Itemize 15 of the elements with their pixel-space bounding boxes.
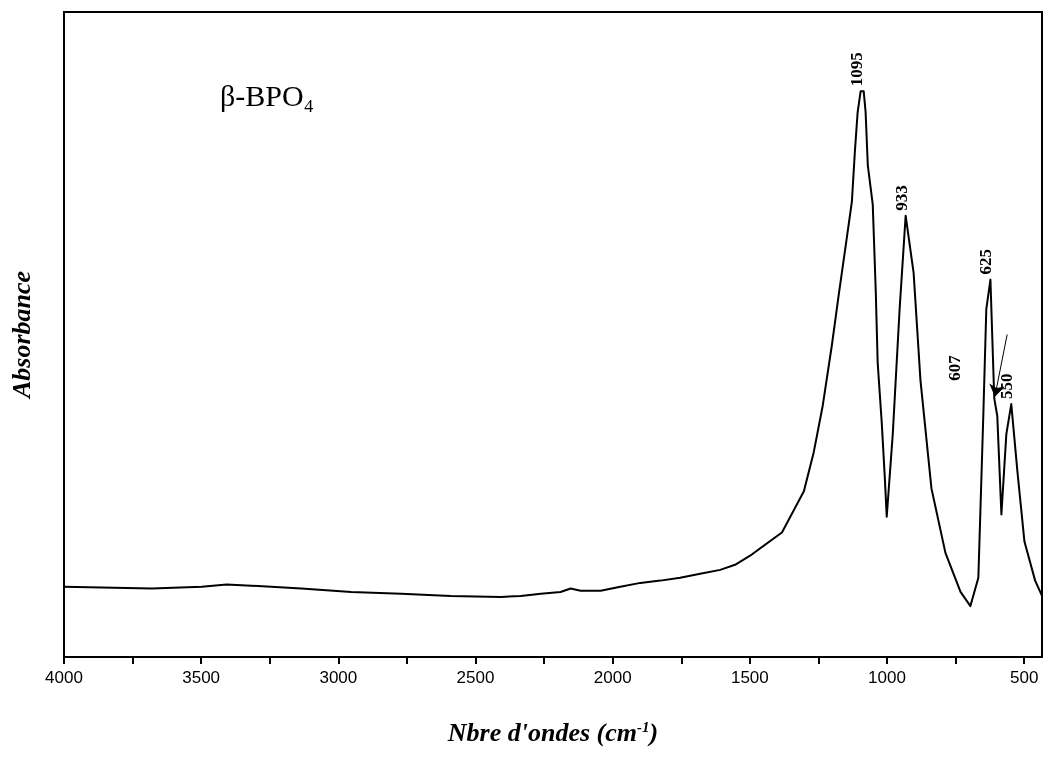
y-axis-title: Absorbance	[6, 270, 36, 401]
x-tick-label: 500	[1009, 668, 1039, 687]
annotation: 625	[976, 249, 996, 275]
annotation: 933	[891, 185, 911, 211]
x-tick-label: 1500	[730, 668, 769, 687]
annotation: 1095	[847, 52, 867, 87]
x-tick-label: 1000	[868, 668, 906, 687]
x-tick-label: 2000	[593, 668, 632, 687]
annotation: 550	[996, 373, 1016, 400]
x-tick-label: 3500	[182, 668, 221, 687]
x-tick-label: 4000	[45, 668, 83, 687]
annotation: β-BPO₄	[220, 78, 315, 112]
x-tick-label: 2500	[456, 668, 495, 687]
x-tick-label: 3000	[319, 668, 358, 687]
annotation: 607	[945, 354, 965, 381]
